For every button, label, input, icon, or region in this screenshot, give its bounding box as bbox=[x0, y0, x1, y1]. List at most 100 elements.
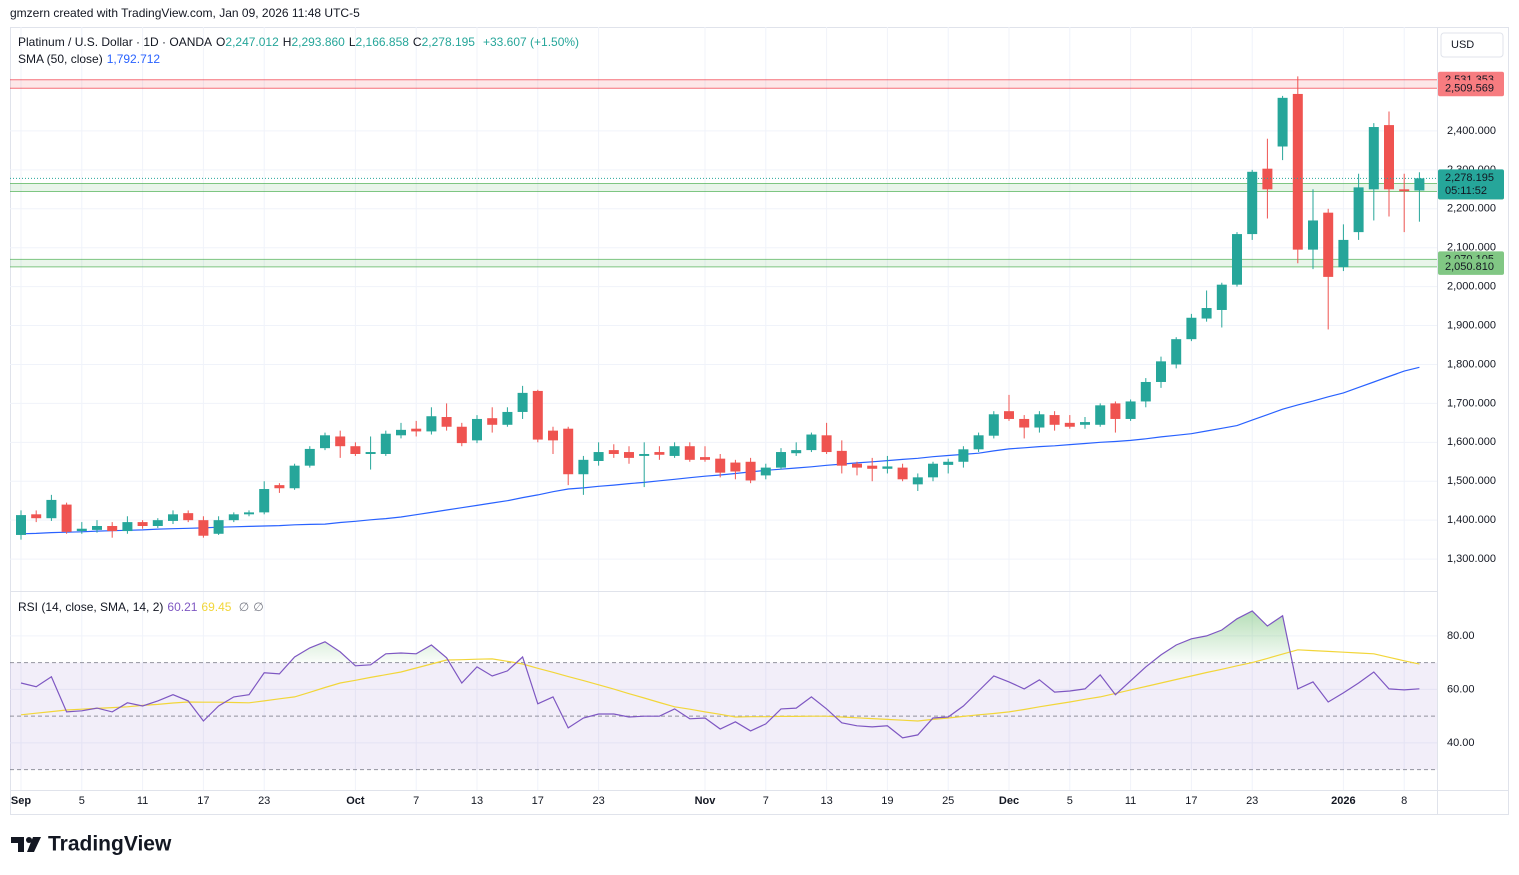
candle-body bbox=[1414, 178, 1425, 191]
candle-body bbox=[1186, 317, 1197, 340]
chart-frame bbox=[10, 27, 1509, 815]
x-tick-label: 5 bbox=[1067, 795, 1073, 807]
last-price-box bbox=[1438, 169, 1504, 200]
currency-box bbox=[1440, 32, 1504, 58]
candle-body bbox=[350, 446, 361, 454]
x-tick-label: 17 bbox=[1185, 795, 1197, 807]
candle-body bbox=[1140, 381, 1151, 402]
candle-body bbox=[31, 514, 42, 519]
candle-body bbox=[1368, 127, 1379, 190]
x-tick-label: 13 bbox=[820, 795, 832, 807]
rsi-extra: ∅ bbox=[238, 600, 250, 614]
x-tick-label: 23 bbox=[592, 795, 604, 807]
symbol: Platinum / U.S. Dollar · 1D · OANDA bbox=[18, 35, 213, 49]
logo-dot bbox=[26, 837, 32, 843]
y-tick-label: 1,800.000 bbox=[1447, 358, 1496, 370]
x-tick-label: 7 bbox=[763, 795, 769, 807]
candle-body bbox=[304, 448, 315, 466]
y-tick-label: 1,500.000 bbox=[1447, 475, 1496, 487]
ohlc-value: 2,278.195 bbox=[421, 35, 475, 49]
candle-body bbox=[897, 467, 908, 480]
x-tick-label: 23 bbox=[1246, 795, 1258, 807]
x-tick-label: 7 bbox=[413, 795, 419, 807]
sma-name: SMA (50, close) bbox=[18, 52, 103, 66]
candle-body bbox=[1232, 234, 1242, 285]
y-tick-label: 2,000.000 bbox=[1447, 281, 1496, 293]
candle-body bbox=[654, 452, 665, 455]
tradingview-logo bbox=[11, 837, 41, 852]
candle-body bbox=[563, 428, 574, 475]
candle-body bbox=[669, 446, 680, 456]
x-tick-label: Sep bbox=[11, 795, 31, 807]
candle-body bbox=[137, 522, 148, 526]
attribution: gmzern created with TradingView.com, Jan… bbox=[10, 6, 360, 20]
candle-body bbox=[1262, 168, 1273, 190]
y-tick-label: 1,600.000 bbox=[1447, 436, 1496, 448]
candle-body bbox=[1019, 418, 1030, 428]
candle-body bbox=[700, 457, 710, 460]
countdown: 05:11:52 bbox=[1445, 185, 1487, 197]
candle-body bbox=[122, 522, 133, 532]
candle-body bbox=[487, 418, 498, 425]
x-tick-label: 11 bbox=[137, 795, 148, 807]
candle-body bbox=[1216, 284, 1227, 310]
rsi-overbought-fill bbox=[289, 611, 1293, 663]
footer-brand: TradingView bbox=[48, 833, 172, 856]
candle-body bbox=[578, 459, 589, 475]
candle-body bbox=[532, 390, 543, 440]
candle-body bbox=[928, 463, 938, 478]
candle-body bbox=[1125, 401, 1136, 419]
candle-body bbox=[168, 514, 178, 521]
rsi-value: 60.21 bbox=[167, 600, 198, 614]
x-tick-label: 13 bbox=[471, 795, 483, 807]
candle-body bbox=[1201, 308, 1212, 319]
y-tick-label: 1,300.000 bbox=[1447, 553, 1496, 565]
candle-body bbox=[1064, 422, 1075, 427]
candle-body bbox=[1110, 403, 1121, 419]
candle-body bbox=[639, 453, 650, 456]
currency: USD bbox=[1451, 39, 1474, 51]
y-tick-label: 1,400.000 bbox=[1447, 514, 1496, 526]
candle-body bbox=[608, 450, 619, 454]
x-tick-label: 8 bbox=[1401, 795, 1407, 807]
logo-v bbox=[27, 837, 41, 852]
candle-body bbox=[92, 525, 102, 530]
candle-body bbox=[1080, 422, 1090, 425]
candle-body bbox=[1338, 239, 1349, 268]
candle-body bbox=[836, 450, 847, 466]
candle-body bbox=[426, 416, 437, 432]
candle-body bbox=[1353, 187, 1364, 233]
candle-body bbox=[715, 458, 726, 473]
x-tick-label: 17 bbox=[532, 795, 544, 807]
rsi-tick-label: 40.00 bbox=[1447, 737, 1475, 749]
rsi-name: RSI (14, close, SMA, 14, 2) bbox=[18, 600, 164, 614]
candle-body bbox=[988, 414, 999, 436]
candle-body bbox=[912, 477, 923, 485]
candle-body bbox=[335, 436, 346, 447]
candle-body bbox=[791, 450, 802, 454]
x-tick-label: 23 bbox=[258, 795, 270, 807]
x-tick-label: 2026 bbox=[1331, 795, 1355, 807]
candle-body bbox=[16, 515, 26, 535]
candle-body bbox=[1277, 97, 1288, 147]
level-label: 2,509.569 bbox=[1445, 83, 1494, 95]
axes: Sep 5 11 17 23 Oct 7 13 17 23 Nov 7 13 19 25 Dec 5 11 17 23… bbox=[11, 71, 1504, 807]
ohlc-key: H bbox=[282, 35, 292, 49]
candle-body bbox=[259, 489, 270, 513]
candle-body bbox=[943, 461, 954, 465]
price-pane bbox=[10, 76, 1437, 540]
candle-body bbox=[61, 504, 72, 532]
symbol-legend: Platinum / U.S. Dollar · 1D · OANDA O2,24… bbox=[18, 35, 583, 49]
candle-body bbox=[456, 426, 467, 444]
candle-body bbox=[198, 520, 209, 536]
candle-body bbox=[517, 392, 528, 412]
y-tick-label: 2,200.000 bbox=[1447, 203, 1496, 215]
ohlc-value: 2,293.860 bbox=[291, 35, 345, 49]
candle-body bbox=[548, 430, 558, 441]
candle-body bbox=[730, 462, 741, 472]
sma-line bbox=[20, 366, 1420, 535]
candle-body bbox=[228, 514, 239, 521]
candle-body bbox=[289, 465, 300, 489]
candle-body bbox=[1308, 220, 1318, 250]
